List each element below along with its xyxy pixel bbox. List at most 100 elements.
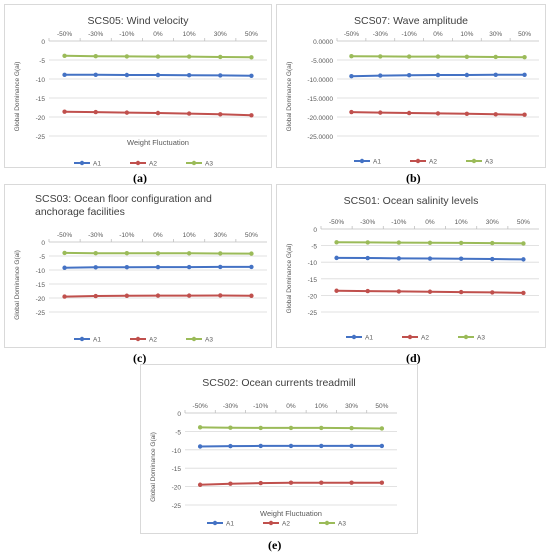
x-tick-label: 30% bbox=[345, 403, 358, 410]
panel-label: (d) bbox=[406, 351, 421, 365]
x-tick-label: 0% bbox=[153, 31, 163, 38]
legend-label: A3 bbox=[338, 521, 346, 528]
data-point-a3 bbox=[334, 240, 339, 245]
data-point-a2 bbox=[493, 112, 498, 117]
data-point-a1 bbox=[379, 443, 385, 449]
y-tick-label: -15 bbox=[308, 277, 318, 284]
x-tick-label: -10% bbox=[119, 232, 134, 239]
data-point-a2 bbox=[258, 480, 263, 486]
x-tick-label: -10% bbox=[119, 31, 134, 38]
data-point-a1 bbox=[218, 264, 223, 270]
data-point-a3 bbox=[62, 53, 67, 59]
y-tick-label: 0.0000 bbox=[313, 39, 333, 46]
data-point-a3 bbox=[218, 251, 223, 256]
data-point-a3 bbox=[258, 425, 263, 431]
chart-title: SCS07: Wave amplitude bbox=[354, 15, 468, 27]
chart-svg: 0 -5 -10 -15 -20 -25 -50% -30% -10% 0% 10% 30% 50% Gl… bbox=[14, 232, 267, 344]
data-point-a2 bbox=[521, 290, 526, 296]
legend-label: A1 bbox=[373, 159, 381, 166]
data-point-a2 bbox=[218, 293, 223, 298]
legend-label: A1 bbox=[93, 161, 101, 168]
x-tick-label: -50% bbox=[329, 219, 344, 226]
x-tick-label: 50% bbox=[518, 31, 531, 38]
x-tick-label: 30% bbox=[486, 219, 499, 226]
x-tick-label: 50% bbox=[517, 219, 530, 226]
data-point-a3 bbox=[186, 251, 192, 256]
legend-label: A3 bbox=[205, 337, 213, 344]
y-tick-label: -10 bbox=[308, 260, 318, 267]
chart-svg: 0 -5 -10 -15 -20 -25 -50% -30% -10% 0% 10% 30% 50% Gl… bbox=[14, 31, 267, 168]
data-point-a2 bbox=[93, 109, 98, 115]
panel-label: (c) bbox=[133, 351, 147, 365]
data-point-a2 bbox=[378, 110, 383, 115]
data-point-a1 bbox=[62, 72, 67, 78]
x-tick-label: -10% bbox=[402, 31, 417, 38]
legend-label: A1 bbox=[93, 337, 101, 344]
data-point-a3 bbox=[197, 425, 203, 430]
data-point-a2 bbox=[522, 112, 527, 117]
legend-marker bbox=[135, 160, 141, 166]
data-point-a3 bbox=[349, 54, 354, 59]
data-point-a2 bbox=[155, 110, 161, 116]
data-point-a1 bbox=[493, 72, 498, 78]
y-tick-label: -10 bbox=[36, 268, 46, 275]
legend-marker bbox=[268, 520, 274, 526]
y-tick-label: -20.0000 bbox=[307, 115, 333, 122]
y-tick-label: -5.0000 bbox=[311, 58, 333, 65]
y-axis-label: Global Dominance G(ai) bbox=[14, 250, 21, 320]
data-point-a1 bbox=[349, 443, 354, 449]
y-tick-label: -15.0000 bbox=[307, 96, 333, 103]
data-point-a1 bbox=[249, 73, 254, 78]
data-point-a1 bbox=[62, 265, 67, 270]
y-tick-label: -20 bbox=[308, 293, 318, 300]
data-point-a3 bbox=[228, 425, 233, 430]
data-point-a3 bbox=[249, 251, 254, 256]
data-point-a2 bbox=[249, 293, 254, 298]
y-tick-label: 0 bbox=[313, 227, 317, 234]
data-point-a3 bbox=[93, 54, 98, 59]
data-point-a3 bbox=[249, 55, 254, 60]
data-point-a3 bbox=[155, 54, 161, 59]
y-tick-label: -5 bbox=[39, 254, 45, 261]
data-point-a2 bbox=[490, 290, 495, 295]
data-point-a1 bbox=[427, 256, 433, 261]
data-point-a3 bbox=[186, 54, 192, 59]
legend-label: A2 bbox=[149, 337, 157, 344]
legend-label: A3 bbox=[485, 159, 493, 166]
x-tick-label: -50% bbox=[344, 31, 359, 38]
y-tick-label: -25 bbox=[36, 134, 46, 141]
data-point-a3 bbox=[458, 240, 464, 246]
legend-marker bbox=[191, 160, 197, 166]
data-point-a3 bbox=[365, 240, 370, 245]
y-tick-label: -25 bbox=[172, 503, 182, 510]
legend-marker bbox=[191, 336, 197, 342]
x-tick-label: 0% bbox=[433, 31, 443, 38]
chart-title: SCS05: Wind velocity bbox=[87, 15, 189, 27]
x-tick-label: -30% bbox=[88, 232, 103, 239]
legend-marker bbox=[415, 158, 421, 164]
data-point-a1 bbox=[228, 443, 233, 449]
data-point-a3 bbox=[288, 425, 294, 431]
x-tick-label: -10% bbox=[391, 219, 406, 226]
chart-svg: 0.0000 -5.0000 -10.0000 -15.0000 -20.0000 -25… bbox=[286, 31, 539, 166]
data-point-a2 bbox=[155, 293, 161, 298]
data-point-a3 bbox=[378, 54, 383, 59]
data-point-a3 bbox=[522, 54, 527, 60]
data-point-a3 bbox=[349, 425, 354, 431]
data-point-a2 bbox=[124, 110, 130, 115]
data-point-a1 bbox=[186, 73, 192, 78]
data-point-a1 bbox=[458, 256, 464, 261]
legend-marker bbox=[79, 336, 85, 342]
data-point-a2 bbox=[379, 480, 385, 485]
data-point-a2 bbox=[435, 111, 441, 116]
x-tick-label: -50% bbox=[193, 403, 208, 410]
data-point-a2 bbox=[349, 480, 354, 485]
x-tick-label: 10% bbox=[455, 219, 468, 226]
data-point-a1 bbox=[349, 73, 354, 79]
data-point-a1 bbox=[249, 264, 254, 270]
y-tick-label: -5 bbox=[311, 244, 317, 251]
data-point-a1 bbox=[378, 73, 383, 78]
y-tick-label: 0 bbox=[41, 240, 45, 247]
y-tick-label: -10.0000 bbox=[307, 77, 333, 84]
data-point-a1 bbox=[334, 255, 339, 261]
